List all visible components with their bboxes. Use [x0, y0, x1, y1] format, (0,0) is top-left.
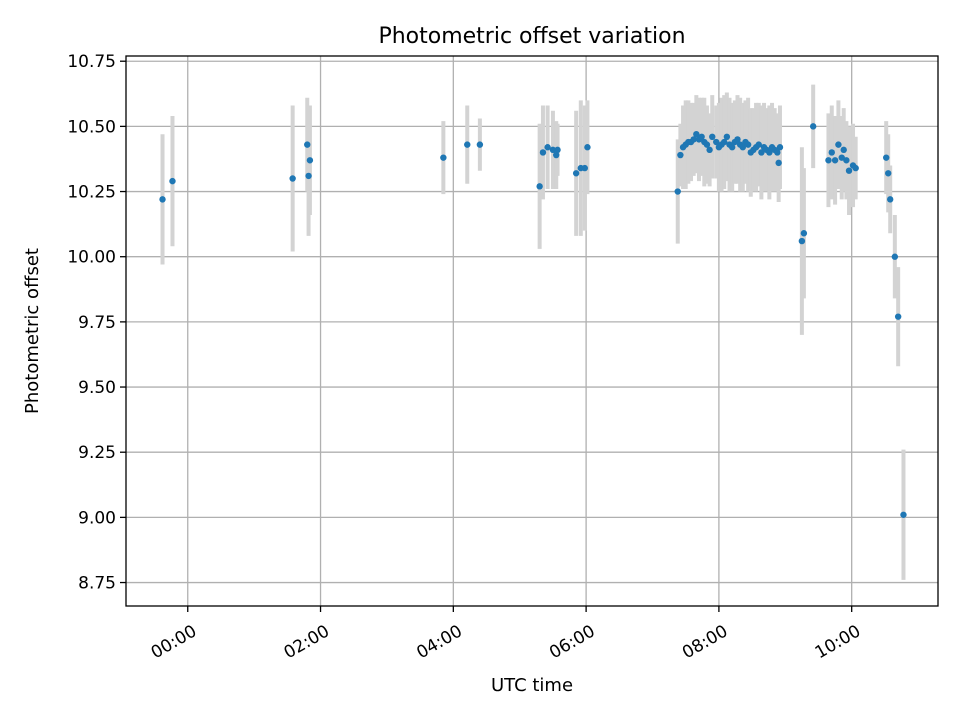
data-point: [723, 133, 731, 141]
y-tick-label: 10.50: [67, 117, 116, 137]
data-point: [713, 138, 720, 146]
data-point: [744, 141, 752, 148]
data-point: [845, 167, 853, 174]
axis-ticks: 00:00 02:00 04:00 06:00 08:00 10:008.759.009.…: [67, 52, 864, 663]
y-tick-label: 10.25: [67, 183, 116, 203]
data-point: [544, 144, 551, 151]
chart-title: Photometric offset variation: [378, 24, 685, 49]
data-point: [840, 146, 847, 154]
data-point: [835, 141, 842, 148]
data-point: [306, 157, 314, 164]
data-point: [885, 170, 892, 177]
data-point: [900, 511, 907, 518]
data-point: [721, 138, 728, 146]
y-tick-label: 9.75: [78, 313, 116, 333]
data-point: [755, 141, 762, 148]
data-point: [843, 157, 850, 164]
x-axis-label: UTC time: [491, 675, 573, 696]
data-point: [677, 151, 684, 159]
data-point: [305, 172, 312, 180]
data-point: [572, 170, 580, 177]
data-point: [304, 141, 311, 148]
data-point: [776, 144, 784, 151]
data-point: [891, 253, 899, 260]
data-point: [728, 144, 736, 151]
data-point: [581, 164, 588, 172]
data-point: [739, 144, 747, 151]
data-point: [828, 149, 835, 156]
data-point: [440, 154, 447, 161]
plot-frame: [125, 55, 939, 607]
data-point: [549, 146, 557, 154]
data-point: [800, 230, 808, 237]
data-point: [476, 141, 484, 148]
data-point: [709, 133, 716, 141]
data-point: [734, 136, 741, 143]
data-point: [693, 130, 700, 138]
data-point: [766, 149, 773, 156]
data-point: [169, 177, 176, 185]
data-point: [706, 146, 713, 154]
data-point: [539, 149, 547, 156]
data-point: [553, 151, 560, 159]
data-point: [758, 149, 765, 156]
data-point: [536, 183, 543, 190]
data-point: [159, 196, 166, 203]
data-point: [584, 144, 591, 151]
y-tick-label: 9.00: [78, 508, 116, 528]
data-point: [831, 157, 839, 164]
data-point: [809, 123, 817, 130]
data-point: [464, 141, 471, 148]
y-tick-label: 10.75: [67, 52, 116, 72]
data-point: [886, 196, 894, 203]
y-tick-label: 9.25: [78, 443, 116, 463]
data-point: [775, 159, 782, 167]
data-point: [852, 164, 859, 172]
y-tick-label: 8.75: [78, 574, 116, 594]
y-tick-label: 9.50: [78, 378, 116, 398]
data-points: [159, 123, 907, 518]
data-point: [798, 237, 806, 245]
data-point: [838, 154, 845, 161]
data-point: [825, 157, 832, 164]
data-point: [289, 175, 296, 182]
y-axis-label: Photometric offset: [22, 248, 43, 414]
data-point: [554, 146, 561, 154]
data-point: [690, 136, 697, 143]
data-point: [894, 313, 902, 320]
data-point: [883, 154, 890, 161]
data-point: [698, 133, 705, 141]
data-point: [774, 149, 781, 156]
data-point: [674, 188, 681, 195]
y-tick-label: 10.00: [67, 248, 116, 268]
data-point: [703, 141, 711, 148]
